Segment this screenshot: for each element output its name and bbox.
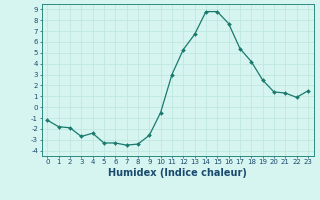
X-axis label: Humidex (Indice chaleur): Humidex (Indice chaleur) (108, 168, 247, 178)
